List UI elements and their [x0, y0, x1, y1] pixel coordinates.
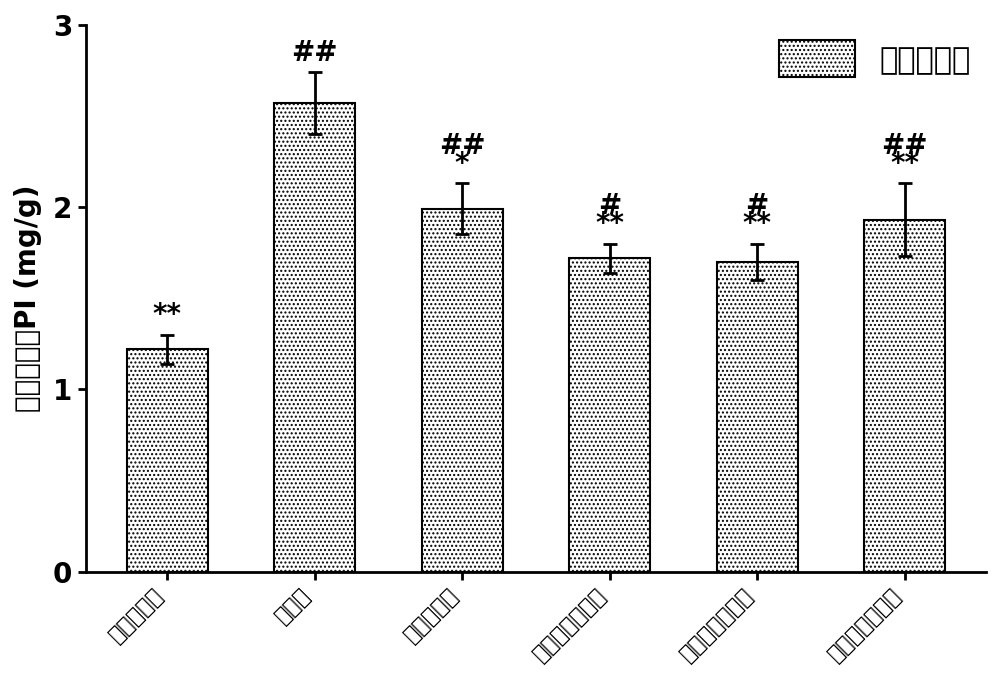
Text: **: **	[890, 150, 919, 178]
Text: #: #	[598, 192, 621, 220]
Text: ##: ##	[291, 39, 338, 67]
Text: **: **	[153, 301, 182, 329]
Bar	[127, 349, 208, 572]
Legend: 前列腺指数: 前列腺指数	[779, 40, 971, 77]
Text: **: **	[595, 210, 624, 238]
Y-axis label: 前列腺指数PI (mg/g): 前列腺指数PI (mg/g)	[14, 185, 42, 412]
Bar	[274, 103, 355, 572]
Bar	[717, 262, 798, 572]
Text: ##: ##	[881, 132, 928, 160]
Bar	[422, 209, 503, 572]
Text: *: *	[455, 150, 469, 178]
Text: ##: ##	[439, 132, 485, 160]
Bar	[569, 258, 650, 572]
Text: **: **	[743, 210, 772, 238]
Text: #: #	[745, 192, 769, 220]
Bar	[864, 220, 945, 572]
